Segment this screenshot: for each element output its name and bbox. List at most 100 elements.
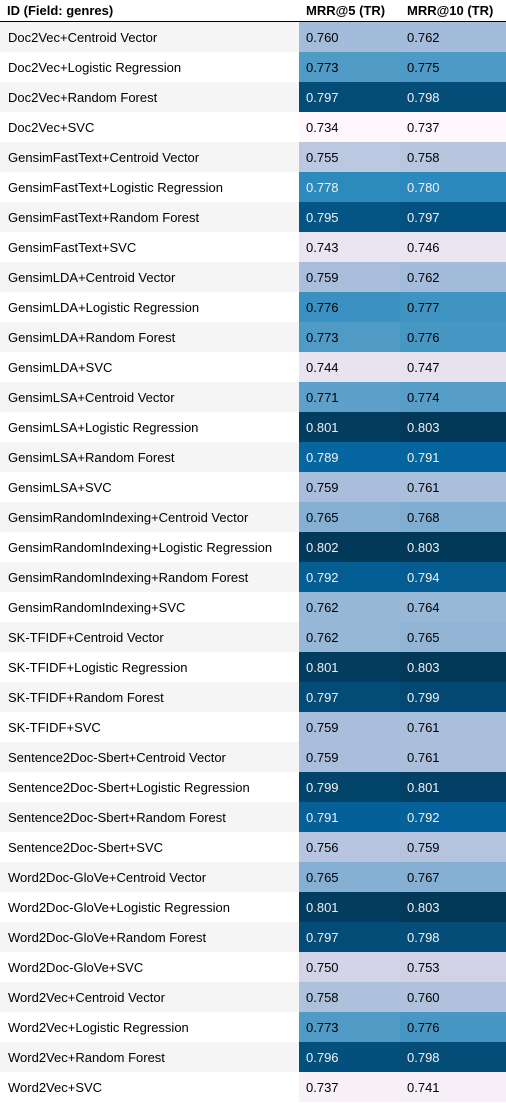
mrr10-value-cell: 0.775 xyxy=(400,52,506,82)
mrr10-value-cell: 0.803 xyxy=(400,892,506,922)
row-id-cell: Word2Doc-GloVe+Centroid Vector xyxy=(0,862,299,892)
mrr10-value-cell: 0.761 xyxy=(400,472,506,502)
mrr10-value-cell: 0.774 xyxy=(400,382,506,412)
table-row: GensimFastText+Centroid Vector 0.755 0.758 xyxy=(0,142,506,172)
mrr10-value-cell: 0.753 xyxy=(400,952,506,982)
row-id-cell: Doc2Vec+Centroid Vector xyxy=(0,21,299,52)
table-row: SK-TFIDF+SVC 0.759 0.761 xyxy=(0,712,506,742)
mrr10-value-cell: 0.759 xyxy=(400,832,506,862)
mrr5-value-cell: 0.797 xyxy=(299,682,400,712)
mrr5-value-cell: 0.797 xyxy=(299,82,400,112)
mrr10-value-cell: 0.762 xyxy=(400,262,506,292)
row-id-cell: Word2Vec+Logistic Regression xyxy=(0,1012,299,1042)
column-header-mrr10: MRR@10 (TR) xyxy=(400,0,506,22)
mrr5-value-cell: 0.791 xyxy=(299,802,400,832)
mrr10-value-cell: 0.791 xyxy=(400,442,506,472)
mrr10-value-cell: 0.803 xyxy=(400,652,506,682)
table-row: GensimLSA+SVC 0.759 0.761 xyxy=(0,472,506,502)
table-row: GensimLSA+Centroid Vector 0.771 0.774 xyxy=(0,382,506,412)
table-row: Doc2Vec+Logistic Regression 0.773 0.775 xyxy=(0,52,506,82)
table-row: Sentence2Doc-Sbert+SVC 0.756 0.759 xyxy=(0,832,506,862)
mrr10-value-cell: 0.799 xyxy=(400,682,506,712)
table-body: Doc2Vec+Centroid Vector 0.760 0.762 Doc2Vec… xyxy=(0,21,506,1102)
mrr5-value-cell: 0.776 xyxy=(299,292,400,322)
row-id-cell: GensimFastText+Centroid Vector xyxy=(0,142,299,172)
table-row: Sentence2Doc-Sbert+Random Forest 0.791 0.7… xyxy=(0,802,506,832)
row-id-cell: GensimLSA+Random Forest xyxy=(0,442,299,472)
table-row: SK-TFIDF+Logistic Regression 0.801 0.803 xyxy=(0,652,506,682)
mrr10-value-cell: 0.777 xyxy=(400,292,506,322)
mrr10-value-cell: 0.776 xyxy=(400,1012,506,1042)
table-row: GensimLDA+Centroid Vector 0.759 0.762 xyxy=(0,262,506,292)
mrr10-value-cell: 0.768 xyxy=(400,502,506,532)
row-id-cell: Word2Doc-GloVe+Random Forest xyxy=(0,922,299,952)
row-id-cell: Sentence2Doc-Sbert+Centroid Vector xyxy=(0,742,299,772)
row-id-cell: SK-TFIDF+Centroid Vector xyxy=(0,622,299,652)
mrr5-value-cell: 0.765 xyxy=(299,502,400,532)
mrr5-value-cell: 0.773 xyxy=(299,322,400,352)
mrr5-value-cell: 0.797 xyxy=(299,922,400,952)
table-row: GensimRandomIndexing+Logistic Regression… xyxy=(0,532,506,562)
row-id-cell: Doc2Vec+SVC xyxy=(0,112,299,142)
row-id-cell: SK-TFIDF+Random Forest xyxy=(0,682,299,712)
mrr5-value-cell: 0.759 xyxy=(299,262,400,292)
table-row: Word2Vec+Logistic Regression 0.773 0.776 xyxy=(0,1012,506,1042)
mrr5-value-cell: 0.759 xyxy=(299,712,400,742)
mrr5-value-cell: 0.799 xyxy=(299,772,400,802)
mrr5-value-cell: 0.801 xyxy=(299,412,400,442)
row-id-cell: GensimFastText+Logistic Regression xyxy=(0,172,299,202)
mrr10-value-cell: 0.798 xyxy=(400,82,506,112)
row-id-cell: GensimRandomIndexing+Random Forest xyxy=(0,562,299,592)
table-row: GensimRandomIndexing+SVC 0.762 0.764 xyxy=(0,592,506,622)
mrr10-value-cell: 0.798 xyxy=(400,922,506,952)
table-row: Word2Vec+Random Forest 0.796 0.798 xyxy=(0,1042,506,1072)
table-row: SK-TFIDF+Random Forest 0.797 0.799 xyxy=(0,682,506,712)
row-id-cell: Sentence2Doc-Sbert+Random Forest xyxy=(0,802,299,832)
mrr5-value-cell: 0.758 xyxy=(299,982,400,1012)
table-row: GensimFastText+Logistic Regression 0.778 0… xyxy=(0,172,506,202)
column-header-mrr5: MRR@5 (TR) xyxy=(299,0,400,22)
table-row: GensimRandomIndexing+Random Forest 0.792 0… xyxy=(0,562,506,592)
mrr5-value-cell: 0.737 xyxy=(299,1072,400,1102)
table-row: Word2Doc-GloVe+Random Forest 0.797 0.798 xyxy=(0,922,506,952)
row-id-cell: GensimLDA+Logistic Regression xyxy=(0,292,299,322)
row-id-cell: Word2Vec+Centroid Vector xyxy=(0,982,299,1012)
row-id-cell: Sentence2Doc-Sbert+Logistic Regression xyxy=(0,772,299,802)
table-row: Doc2Vec+SVC 0.734 0.737 xyxy=(0,112,506,142)
table-row: Word2Vec+SVC 0.737 0.741 xyxy=(0,1072,506,1102)
table-row: Doc2Vec+Random Forest 0.797 0.798 xyxy=(0,82,506,112)
mrr5-value-cell: 0.801 xyxy=(299,892,400,922)
mrr10-value-cell: 0.801 xyxy=(400,772,506,802)
row-id-cell: SK-TFIDF+Logistic Regression xyxy=(0,652,299,682)
mrr10-value-cell: 0.794 xyxy=(400,562,506,592)
row-id-cell: GensimLSA+Logistic Regression xyxy=(0,412,299,442)
header-row: ID (Field: genres) MRR@5 (TR) MRR@10 (TR… xyxy=(0,0,506,22)
table-row: GensimFastText+Random Forest 0.795 0.797 xyxy=(0,202,506,232)
mrr10-value-cell: 0.737 xyxy=(400,112,506,142)
mrr5-value-cell: 0.734 xyxy=(299,112,400,142)
table-row: GensimLDA+Random Forest 0.773 0.776 xyxy=(0,322,506,352)
mrr5-value-cell: 0.759 xyxy=(299,472,400,502)
mrr5-value-cell: 0.796 xyxy=(299,1042,400,1072)
row-id-cell: Doc2Vec+Logistic Regression xyxy=(0,52,299,82)
mrr10-value-cell: 0.741 xyxy=(400,1072,506,1102)
mrr10-value-cell: 0.746 xyxy=(400,232,506,262)
row-id-cell: Word2Doc-GloVe+Logistic Regression xyxy=(0,892,299,922)
row-id-cell: GensimLSA+Centroid Vector xyxy=(0,382,299,412)
mrr10-value-cell: 0.798 xyxy=(400,1042,506,1072)
mrr5-value-cell: 0.765 xyxy=(299,862,400,892)
mrr10-value-cell: 0.780 xyxy=(400,172,506,202)
mrr5-value-cell: 0.773 xyxy=(299,52,400,82)
mrr5-value-cell: 0.802 xyxy=(299,532,400,562)
row-id-cell: Word2Vec+SVC xyxy=(0,1072,299,1102)
row-id-cell: Word2Vec+Random Forest xyxy=(0,1042,299,1072)
mrr10-value-cell: 0.762 xyxy=(400,21,506,52)
column-header-id: ID (Field: genres) xyxy=(0,0,299,22)
mrr5-value-cell: 0.750 xyxy=(299,952,400,982)
mrr10-value-cell: 0.764 xyxy=(400,592,506,622)
table-row: Word2Doc-GloVe+Centroid Vector 0.765 0.767 xyxy=(0,862,506,892)
table-row: Word2Doc-GloVe+SVC 0.750 0.753 xyxy=(0,952,506,982)
table-row: GensimLSA+Logistic Regression 0.801 0.803 xyxy=(0,412,506,442)
mrr5-value-cell: 0.755 xyxy=(299,142,400,172)
